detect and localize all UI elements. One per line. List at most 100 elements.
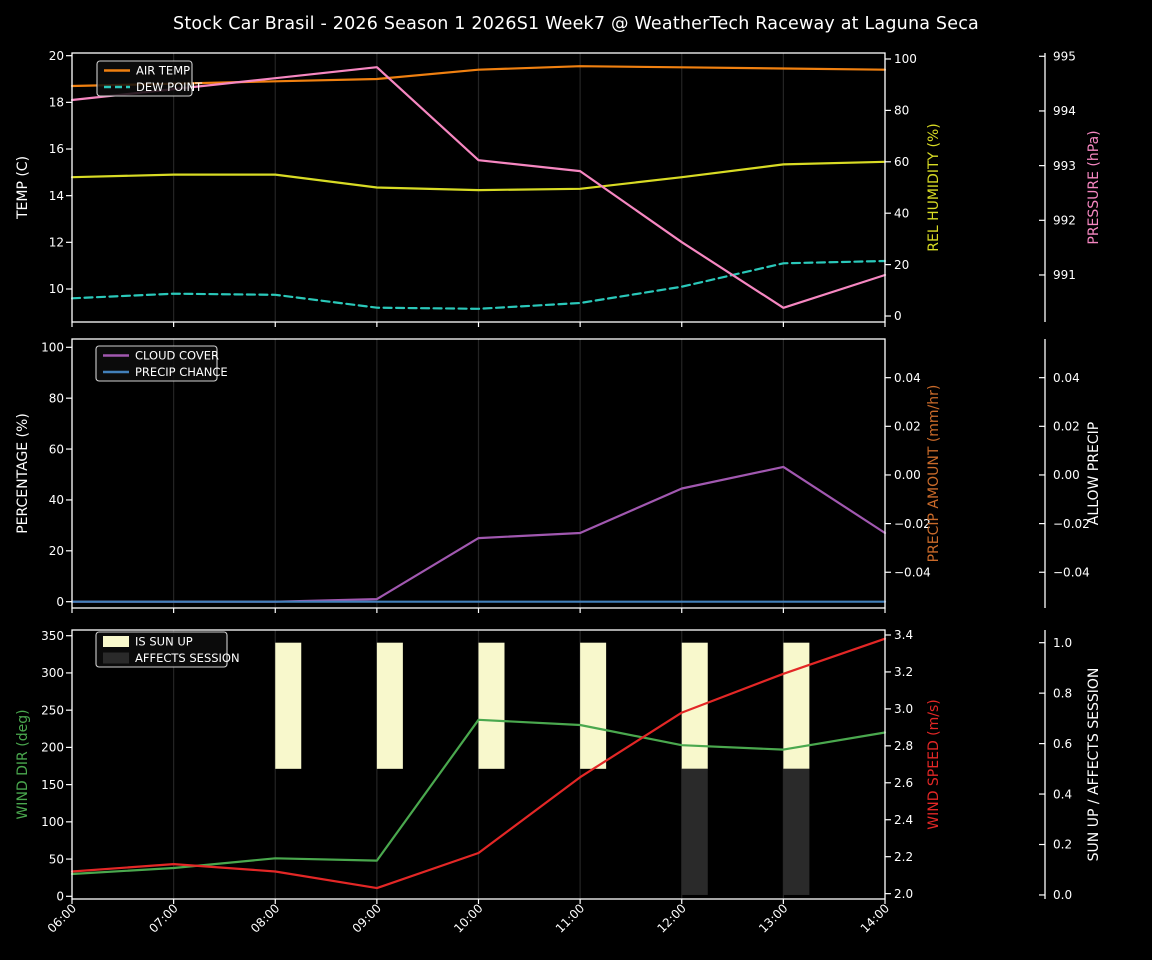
bar-is-sun-up xyxy=(275,642,302,769)
axis-label-precip-amount-mm-hr: PRECIP AMOUNT (mm/hr) xyxy=(926,385,942,563)
tick-label: 60 xyxy=(894,155,909,169)
tick-label: 2.8 xyxy=(894,739,913,753)
legend-label-affects-session: AFFECTS SESSION xyxy=(135,651,240,665)
x-axis-ticks xyxy=(71,608,886,613)
tick-label: 350 xyxy=(41,629,64,643)
y-axis-far-right: 0.0 0.2 0.4 0.6 0.8 1.0 SUN UP / AFFECTS SESSI… xyxy=(1039,630,1102,902)
tick-label: −0.04 xyxy=(894,565,931,579)
bar-affects-session xyxy=(681,768,708,895)
tick-label: 300 xyxy=(41,666,64,680)
legend-label-cloud-cover: CLOUD COVER xyxy=(135,349,219,363)
axis-label-sun-up-affects-session: SUN UP / AFFECTS SESSION xyxy=(1086,668,1102,862)
tick-label: 20 xyxy=(49,49,64,63)
x-axis-ticks xyxy=(71,899,886,904)
tick-label: 994 xyxy=(1053,104,1076,118)
tick-label: 100 xyxy=(894,52,917,66)
tick-label: 100 xyxy=(41,340,64,354)
tick-label: 150 xyxy=(41,778,64,792)
axis-label-wind-speed-m-s: WIND SPEED (m/s) xyxy=(926,699,942,830)
tick-label: 12 xyxy=(49,236,64,250)
axis-label-temp-c: TEMP (C) xyxy=(15,156,31,220)
tick-label: 0.2 xyxy=(1053,838,1072,852)
tick-label: 40 xyxy=(894,206,909,220)
tick-label: 0.02 xyxy=(1053,420,1080,434)
legend-label-dew-point: DEW POINT xyxy=(136,80,203,94)
tick-label: 2.0 xyxy=(894,887,913,901)
legend-label-air-temp: AIR TEMP xyxy=(136,64,190,78)
tick-label: 2.4 xyxy=(894,813,913,827)
line-dew-point xyxy=(70,259,887,310)
line-wind-dir xyxy=(70,718,887,876)
tick-label: 250 xyxy=(41,703,64,717)
legend-cloud-precip: CLOUD COVER PRECIP CHANCE xyxy=(95,345,228,382)
legend-label-is-sun-up: IS SUN UP xyxy=(135,635,193,649)
tick-label: 0.4 xyxy=(1053,787,1072,801)
tick-label: 80 xyxy=(49,391,64,405)
tick-label: 0 xyxy=(894,309,902,323)
tick-label: 100 xyxy=(41,815,64,829)
tick-label: 0.00 xyxy=(1053,468,1080,482)
tick-label: 2.2 xyxy=(894,850,913,864)
legend-wind-sun: IS SUN UP AFFECTS SESSION xyxy=(95,631,240,668)
tick-label: 0.02 xyxy=(894,420,921,434)
bar-is-sun-up xyxy=(376,642,403,769)
line-rel-humidity xyxy=(70,160,887,192)
line-air-temp xyxy=(70,65,887,88)
axis-label-wind-dir-deg: WIND DIR (deg) xyxy=(15,709,31,819)
bar-affects-session xyxy=(783,768,810,895)
axis-label-allow-precip: ALLOW PRECIP xyxy=(1086,422,1102,525)
y-axis-right: 2.0 2.2 2.4 2.6 2.8 3.0 3.2 3.4 WIND SPEED (m/s) xyxy=(885,628,942,901)
tick-label: 0 xyxy=(56,595,64,609)
axis-label-pressure-hpa: PRESSURE (hPa) xyxy=(1086,130,1102,244)
tick-label: −0.02 xyxy=(1053,517,1090,531)
tick-label: 10 xyxy=(49,282,64,296)
tick-label: 0.00 xyxy=(894,468,921,482)
bars-affects-session xyxy=(681,768,810,895)
legend-swatch-affects-session xyxy=(103,652,129,664)
tick-label: 14 xyxy=(49,189,64,203)
tick-label: 20 xyxy=(49,544,64,558)
tick-label: 60 xyxy=(49,442,64,456)
y-axis-far-right: −0.04 −0.02 0.00 0.02 0.04 ALLOW PRECIP xyxy=(1039,339,1102,608)
x-tick-label: 13:00 xyxy=(756,901,790,935)
legend-swatch-is-sun-up xyxy=(103,636,129,647)
chart-title: Stock Car Brasil - 2026 Season 1 2026S1 … xyxy=(173,14,979,34)
tick-label: 0.0 xyxy=(1053,888,1072,902)
bars-is-sun-up xyxy=(275,642,810,769)
tick-label: 40 xyxy=(49,493,64,507)
axis-label-percentage: PERCENTAGE (%) xyxy=(15,413,31,534)
tick-label: 3.0 xyxy=(894,702,913,716)
x-tick-label: 06:00 xyxy=(45,901,79,935)
panel-temperature-humidity-pressure: 10 12 14 16 18 20 TEMP (C) 0 20 40 60 80 100 REL HUMI… xyxy=(15,49,1102,327)
x-tick-label: 07:00 xyxy=(146,901,180,935)
tick-label: 995 xyxy=(1053,49,1076,63)
tick-label: 2.6 xyxy=(894,776,913,790)
tick-label: 16 xyxy=(49,142,64,156)
tick-label: 18 xyxy=(49,96,64,110)
bar-is-sun-up xyxy=(478,642,505,769)
tick-label: 0.6 xyxy=(1053,737,1072,751)
y-axis-left: 0 20 40 60 80 100 PERCENTAGE (%) xyxy=(15,340,72,609)
tick-label: 0.8 xyxy=(1053,686,1072,700)
line-pressure xyxy=(70,66,887,309)
bar-is-sun-up xyxy=(580,642,607,769)
tick-label: 0 xyxy=(56,889,64,903)
y-axis-right: −0.04 −0.02 0.00 0.02 0.04 PRECIP AMOUNT (mm/… xyxy=(885,371,942,579)
tick-label: 20 xyxy=(894,258,909,272)
tick-label: 50 xyxy=(49,852,64,866)
tick-label: 993 xyxy=(1053,159,1076,173)
x-tick-label: 11:00 xyxy=(553,901,587,935)
tick-label: 0.04 xyxy=(894,371,921,385)
y-axis-far-right: 991 992 993 994 995 PRESSURE (hPa) xyxy=(1039,49,1102,322)
bar-is-sun-up xyxy=(681,642,708,769)
y-axis-left: 0 50 100 150 200 250 300 350 WIND DIR (deg) xyxy=(15,629,72,903)
tick-label: 991 xyxy=(1053,268,1076,282)
legend-label-precip-chance: PRECIP CHANCE xyxy=(135,365,228,379)
x-axis-ticks xyxy=(71,322,886,327)
x-tick-label: 08:00 xyxy=(248,901,282,935)
tick-label: 1.0 xyxy=(1053,636,1072,650)
axis-label-rel-humidity: REL HUMIDITY (%) xyxy=(926,123,942,252)
